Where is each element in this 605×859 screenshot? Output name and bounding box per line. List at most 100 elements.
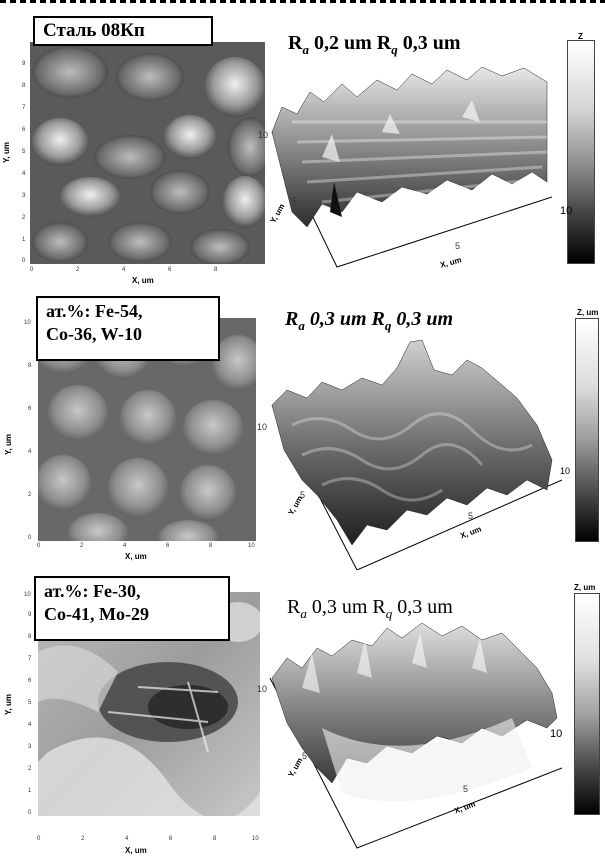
- x-axis-label: X, um: [125, 552, 147, 561]
- y-tick: 4: [28, 449, 32, 455]
- y-tick: 7: [28, 656, 32, 662]
- panel-steel: Сталь 08Кп Y, um X, um 0 1 2 3 4 5 6 7 8…: [0, 0, 605, 285]
- roughness-values: Ra 0,3 um Rq 0,3 um: [285, 308, 453, 334]
- axis3d-y-tick: 10: [257, 684, 268, 694]
- y-tick: 5: [28, 700, 32, 706]
- colorbar-tick: 10: [550, 728, 563, 740]
- y-tick: 1: [22, 237, 26, 243]
- y-tick: 8: [28, 363, 32, 369]
- x-tick: 0: [37, 836, 41, 842]
- y-tick: 9: [28, 612, 32, 618]
- afm-3d-surface: [271, 339, 562, 570]
- x-tick: 6: [168, 267, 172, 273]
- axis3d-five-x: 5: [455, 241, 461, 251]
- y-tick: 6: [22, 127, 26, 133]
- panel-fe-co-mo: ат.%: Fe-30, Co-41, Mo-29 Y, um X, um 0 …: [0, 570, 605, 859]
- y-tick: 2: [22, 215, 26, 221]
- afm-2d-image: [30, 42, 265, 264]
- x-tick: 6: [169, 836, 173, 842]
- rq-value: 0,3 um: [396, 308, 454, 330]
- afm-3d-surface: [269, 622, 562, 849]
- y-tick: 6: [28, 678, 32, 684]
- x-tick: 8: [214, 267, 218, 273]
- x-tick: 0: [30, 267, 34, 273]
- sample-label: ат.%: Fe-54, Co-36, W-10: [36, 296, 220, 361]
- x-tick: 4: [122, 267, 126, 273]
- x-tick: 2: [81, 836, 85, 842]
- ra-symbol: R: [285, 308, 299, 330]
- y-tick: 2: [28, 766, 32, 772]
- axis3d-five-y: 5: [302, 751, 308, 761]
- x-axis-label: X, um: [125, 846, 147, 855]
- rq-symbol: R: [372, 596, 386, 618]
- y-axis-label: Y, um: [1, 142, 11, 163]
- ra-symbol: R: [288, 32, 303, 54]
- y-tick: 5: [22, 149, 26, 155]
- x-tick: 10: [248, 543, 255, 549]
- sample-label: Сталь 08Кп: [33, 16, 213, 46]
- y-tick: 0: [28, 810, 32, 816]
- rq-subscript: q: [384, 318, 392, 333]
- y-tick: 8: [28, 634, 32, 640]
- roughness-values: Ra 0,3 um Rq 0,3 um: [287, 596, 453, 622]
- ra-symbol: R: [287, 596, 301, 618]
- axis3d-five-x: 5: [468, 511, 474, 521]
- ra-value: 0,2 um: [313, 32, 372, 54]
- x-tick: 6: [166, 543, 170, 549]
- colorbar: [574, 593, 600, 815]
- y-tick: 2: [28, 492, 32, 498]
- rq-subscript: q: [385, 606, 393, 621]
- colorbar-z-label: Z: [578, 32, 583, 41]
- x-tick: 10: [252, 836, 259, 842]
- x-axis-label: X, um: [132, 276, 154, 285]
- y-tick: 10: [24, 320, 31, 326]
- rq-value: 0,3 um: [397, 596, 453, 618]
- y-axis-label: Y, um: [3, 434, 13, 455]
- y-tick: 8: [22, 83, 26, 89]
- axis3d-five-y: 5: [292, 196, 298, 206]
- sample-label-line-2: Co-41, Mo-29: [44, 604, 149, 625]
- sample-label-line-1: ат.%: Fe-54,: [46, 301, 143, 321]
- axis3d-five-x: 5: [463, 784, 469, 794]
- y-tick: 0: [28, 535, 32, 541]
- colorbar-tick: 10: [560, 205, 573, 217]
- rq-subscript: q: [391, 42, 398, 57]
- y-tick: 4: [28, 722, 32, 728]
- ra-subscript: a: [298, 318, 305, 333]
- y-tick: 3: [28, 744, 32, 750]
- y-tick: 3: [22, 193, 26, 199]
- roughness-values: Ra 0,2 um Rq 0,3 um: [288, 32, 461, 58]
- x-tick: 2: [80, 543, 84, 549]
- colorbar-z-label: Z, um: [574, 583, 596, 592]
- ra-subscript: a: [300, 606, 307, 621]
- sample-label: ат.%: Fe-30, Co-41, Mo-29: [34, 576, 230, 641]
- y-tick: 0: [22, 258, 26, 264]
- sample-label-line-1: Сталь 08Кп: [43, 20, 145, 41]
- x-tick: 0: [37, 543, 41, 549]
- y-tick: 1: [28, 788, 32, 794]
- x-tick: 8: [209, 543, 213, 549]
- y-tick: 6: [28, 406, 32, 412]
- rq-symbol: R: [376, 32, 392, 54]
- sample-label-line-1: ат.%: Fe-30,: [44, 581, 141, 601]
- axis3d-five-y: 5: [300, 490, 306, 500]
- colorbar: [567, 40, 595, 264]
- ra-value: 0,3 um: [309, 308, 367, 330]
- rq-symbol: R: [371, 308, 385, 330]
- afm-3d-surface: [271, 66, 552, 268]
- x-tick: 4: [123, 543, 127, 549]
- colorbar: [575, 318, 599, 542]
- ra-value: 0,3 um: [311, 596, 368, 618]
- x-tick: 2: [76, 267, 80, 273]
- y-tick: 7: [22, 105, 26, 111]
- top-dashed-rule: [0, 0, 605, 3]
- colorbar-z-label: Z, um: [577, 308, 599, 317]
- ra-subscript: a: [302, 42, 309, 57]
- colorbar-tick: 10: [560, 466, 571, 476]
- axis3d-y-tick: 10: [258, 130, 269, 140]
- x-tick: 8: [213, 836, 217, 842]
- sample-label-line-2: Co-36, W-10: [46, 324, 142, 345]
- y-tick: 4: [22, 171, 26, 177]
- y-axis-label: Y, um: [3, 694, 13, 715]
